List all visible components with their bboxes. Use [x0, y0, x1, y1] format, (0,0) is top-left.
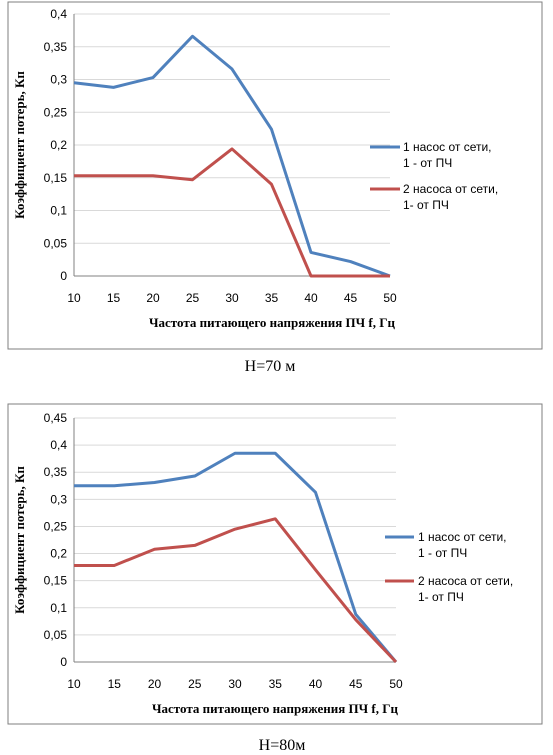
y-tick-label: 0,1 — [50, 601, 67, 615]
series-2-line — [74, 147, 390, 278]
legend-label: 1 - от ПЧ — [403, 156, 452, 170]
y-tick-label: 0,35 — [44, 465, 68, 479]
legend-label: 1 - от ПЧ — [418, 546, 467, 560]
x-tick-label: 10 — [67, 291, 81, 305]
x-tick-label: 40 — [304, 291, 318, 305]
y-tick-label: 0,3 — [50, 73, 67, 87]
y-axis-title: Коэффициент потерь, Кп — [12, 466, 27, 614]
y-tick-label: 0,45 — [44, 411, 68, 425]
x-tick-label: 45 — [344, 291, 358, 305]
x-tick-label: 50 — [389, 677, 403, 691]
x-axis-title: Частота питающего напряжения ПЧ f, Гц — [152, 701, 399, 716]
y-tick-label: 0,15 — [44, 574, 68, 588]
x-tick-label: 15 — [107, 291, 121, 305]
y-tick-label: 0,05 — [44, 236, 68, 250]
x-tick-label: 30 — [225, 291, 239, 305]
legend-label: 2 насоса от сети, — [418, 574, 513, 588]
y-tick-label: 0,15 — [44, 171, 68, 185]
y-tick-label: 0,3 — [50, 492, 67, 506]
x-tick-label: 25 — [188, 677, 202, 691]
x-axis-title: Частота питающего напряжения ПЧ f, Гц — [149, 315, 396, 330]
chart-1: 0 0,05 0,1 0,15 0,2 0,25 0,3 0,35 0,4 10 15 20 25 30 3… — [7, 1, 543, 350]
chart-caption: H=70 м — [245, 358, 296, 375]
y-tick-label: 0 — [60, 655, 67, 669]
y-tick-label: 0,2 — [50, 138, 67, 152]
y-tick-label: 0,4 — [50, 438, 67, 452]
series-2-line — [74, 517, 398, 664]
y-tick-label: 0,25 — [44, 105, 68, 119]
x-tick-label: 15 — [108, 677, 122, 691]
y-tick-label: 0,05 — [44, 628, 68, 642]
legend: 1 насос от сети, 1 - от ПЧ 2 насоса от сет… — [385, 530, 513, 604]
x-tick-label: 50 — [383, 291, 397, 305]
x-tick-label: 30 — [228, 677, 242, 691]
legend-label: 1- от ПЧ — [403, 198, 449, 212]
y-tick-label: 0,35 — [44, 40, 68, 54]
y-tick-label: 0,1 — [50, 204, 67, 218]
y-tick-label: 0,25 — [44, 519, 68, 533]
y-tick-label: 0,4 — [50, 7, 67, 21]
legend: 1 насос от сети, 1 - от ПЧ 2 насоса от сет… — [370, 140, 498, 212]
x-tick-label: 20 — [146, 291, 160, 305]
x-tick-label: 40 — [309, 677, 323, 691]
y-tick-label: 0 — [60, 269, 67, 283]
y-axis-title: Коэффициент потерь, Кп — [12, 71, 27, 219]
series-1-line — [73, 34, 391, 278]
x-tick-label: 35 — [269, 677, 283, 691]
y-tick-label: 0,2 — [50, 547, 67, 561]
x-tick-label: 45 — [349, 677, 363, 691]
x-tick-label: 35 — [265, 291, 279, 305]
legend-label: 2 насоса от сети, — [403, 182, 498, 196]
legend-label: 1- от ПЧ — [418, 590, 464, 604]
chart-caption: H=80м — [259, 737, 306, 754]
legend-label: 1 насос от сети, — [418, 530, 507, 544]
series-1-line — [74, 451, 398, 663]
x-tick-label: 20 — [148, 677, 162, 691]
chart-2: 0 0,05 0,1 0,15 0,2 0,25 0,3 0,35 0,4 0,45 10 15 20 2… — [7, 403, 543, 725]
x-tick-label: 10 — [67, 677, 81, 691]
legend-label: 1 насос от сети, — [403, 140, 492, 154]
x-tick-label: 25 — [186, 291, 200, 305]
